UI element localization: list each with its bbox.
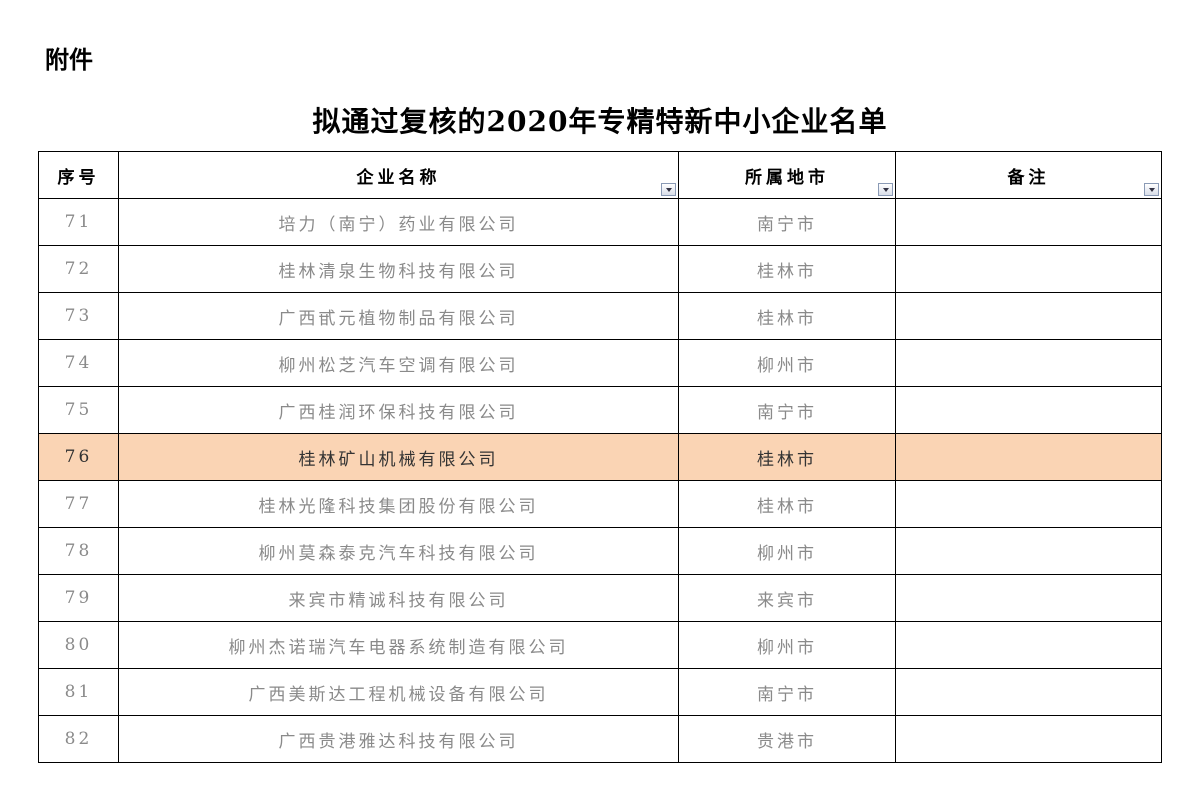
filter-dropdown-icon[interactable]	[1144, 183, 1159, 196]
cell-no[interactable]: 72	[38, 245, 119, 293]
cell-note[interactable]	[895, 668, 1162, 716]
cell-name[interactable]: 来宾市精诚科技有限公司	[118, 574, 679, 622]
cell-name[interactable]: 广西甙元植物制品有限公司	[118, 292, 679, 340]
table-row: 72 桂林清泉生物科技有限公司 桂林市	[38, 245, 1162, 293]
table-row: 82 广西贵港雅达科技有限公司 贵港市	[38, 715, 1162, 763]
table-row: 76 桂林矿山机械有限公司 桂林市	[38, 433, 1162, 481]
page-title: 拟通过复核的2020年专精特新中小企业名单	[312, 105, 888, 138]
table-row: 81 广西美斯达工程机械设备有限公司 南宁市	[38, 668, 1162, 716]
cell-no[interactable]: 80	[38, 621, 119, 669]
cell-no[interactable]: 75	[38, 386, 119, 434]
cell-city[interactable]: 来宾市	[678, 574, 896, 622]
cell-no[interactable]: 76	[38, 433, 119, 481]
cell-city[interactable]: 桂林市	[678, 292, 896, 340]
cell-name[interactable]: 柳州杰诺瑞汽车电器系统制造有限公司	[118, 621, 679, 669]
cell-city[interactable]: 柳州市	[678, 339, 896, 387]
cell-city[interactable]: 桂林市	[678, 480, 896, 528]
cell-note[interactable]	[895, 292, 1162, 340]
cell-note[interactable]	[895, 386, 1162, 434]
table-row: 80 柳州杰诺瑞汽车电器系统制造有限公司 柳州市	[38, 621, 1162, 669]
cell-name[interactable]: 广西美斯达工程机械设备有限公司	[118, 668, 679, 716]
cell-city[interactable]: 南宁市	[678, 198, 896, 246]
company-table: 序号 企业名称 所属地市 备注 71 培力（南宁）药业有限公司 南宁市 72 桂林清泉生…	[38, 151, 1162, 763]
table-row: 74 柳州松芝汽车空调有限公司 柳州市	[38, 339, 1162, 387]
cell-note[interactable]	[895, 198, 1162, 246]
cell-name[interactable]: 柳州松芝汽车空调有限公司	[118, 339, 679, 387]
cell-note[interactable]	[895, 480, 1162, 528]
header-row: 序号 企业名称 所属地市 备注	[38, 151, 1162, 199]
column-header-no: 序号	[38, 151, 119, 199]
cell-note[interactable]	[895, 339, 1162, 387]
cell-city[interactable]: 柳州市	[678, 527, 896, 575]
filter-dropdown-icon[interactable]	[661, 183, 676, 196]
cell-note[interactable]	[895, 715, 1162, 763]
filter-dropdown-icon[interactable]	[878, 183, 893, 196]
cell-note[interactable]	[895, 527, 1162, 575]
cell-no[interactable]: 82	[38, 715, 119, 763]
cell-city[interactable]: 贵港市	[678, 715, 896, 763]
cell-city[interactable]: 柳州市	[678, 621, 896, 669]
cell-city[interactable]: 南宁市	[678, 668, 896, 716]
table-row: 78 柳州莫森泰克汽车科技有限公司 柳州市	[38, 527, 1162, 575]
cell-no[interactable]: 73	[38, 292, 119, 340]
attachment-label: 附件	[45, 46, 93, 74]
cell-name[interactable]: 桂林光隆科技集团股份有限公司	[118, 480, 679, 528]
cell-note[interactable]	[895, 245, 1162, 293]
cell-no[interactable]: 79	[38, 574, 119, 622]
cell-no[interactable]: 71	[38, 198, 119, 246]
table-row: 71 培力（南宁）药业有限公司 南宁市	[38, 198, 1162, 246]
cell-name[interactable]: 柳州莫森泰克汽车科技有限公司	[118, 527, 679, 575]
cell-note[interactable]	[895, 433, 1162, 481]
column-header-city: 所属地市	[678, 151, 896, 199]
cell-name[interactable]: 桂林清泉生物科技有限公司	[118, 245, 679, 293]
cell-no[interactable]: 77	[38, 480, 119, 528]
column-header-name: 企业名称	[118, 151, 679, 199]
column-header-note: 备注	[895, 151, 1162, 199]
cell-note[interactable]	[895, 621, 1162, 669]
cell-city[interactable]: 桂林市	[678, 245, 896, 293]
cell-name[interactable]: 广西贵港雅达科技有限公司	[118, 715, 679, 763]
cell-city[interactable]: 桂林市	[678, 433, 896, 481]
cell-name[interactable]: 桂林矿山机械有限公司	[118, 433, 679, 481]
cell-note[interactable]	[895, 574, 1162, 622]
table-row: 73 广西甙元植物制品有限公司 桂林市	[38, 292, 1162, 340]
cell-name[interactable]: 培力（南宁）药业有限公司	[118, 198, 679, 246]
table-row: 79 来宾市精诚科技有限公司 来宾市	[38, 574, 1162, 622]
cell-city[interactable]: 南宁市	[678, 386, 896, 434]
table-row: 77 桂林光隆科技集团股份有限公司 桂林市	[38, 480, 1162, 528]
cell-name[interactable]: 广西桂润环保科技有限公司	[118, 386, 679, 434]
cell-no[interactable]: 74	[38, 339, 119, 387]
cell-no[interactable]: 78	[38, 527, 119, 575]
table-row: 75 广西桂润环保科技有限公司 南宁市	[38, 386, 1162, 434]
cell-no[interactable]: 81	[38, 668, 119, 716]
